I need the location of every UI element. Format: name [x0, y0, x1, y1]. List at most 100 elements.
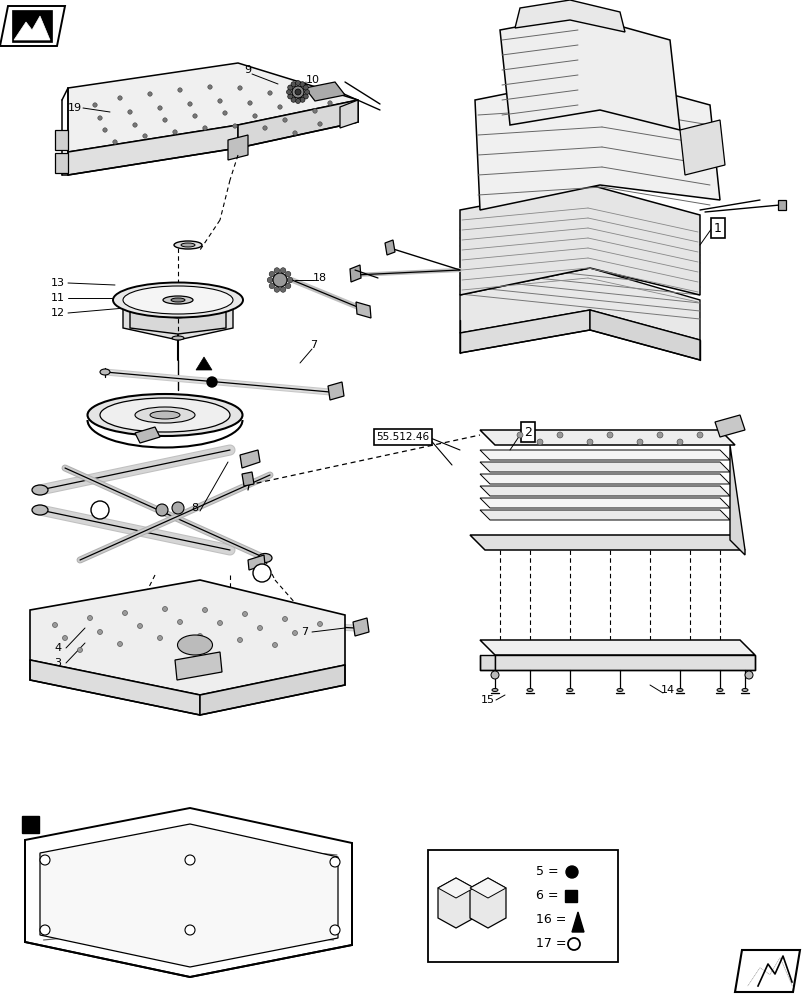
Circle shape: [287, 277, 293, 283]
Polygon shape: [729, 445, 744, 555]
Ellipse shape: [174, 241, 202, 249]
Circle shape: [178, 619, 182, 624]
Circle shape: [242, 611, 247, 616]
Circle shape: [237, 638, 242, 643]
Polygon shape: [437, 878, 474, 898]
Polygon shape: [340, 100, 358, 128]
Circle shape: [253, 564, 271, 582]
Circle shape: [556, 432, 562, 438]
Ellipse shape: [616, 688, 622, 692]
Circle shape: [282, 616, 287, 621]
Text: 55.512.46: 55.512.46: [376, 432, 429, 442]
Circle shape: [207, 377, 217, 387]
Text: 18: 18: [312, 273, 327, 283]
Circle shape: [303, 85, 308, 90]
Polygon shape: [305, 82, 345, 101]
Circle shape: [696, 432, 702, 438]
Polygon shape: [55, 153, 68, 173]
Polygon shape: [30, 580, 345, 695]
Circle shape: [676, 439, 682, 445]
Bar: [427, 850, 617, 962]
Circle shape: [143, 134, 147, 138]
Circle shape: [53, 622, 58, 628]
Circle shape: [491, 671, 499, 679]
Polygon shape: [68, 63, 358, 152]
Circle shape: [118, 96, 122, 100]
Circle shape: [295, 81, 300, 86]
Circle shape: [208, 85, 212, 89]
Text: KIT: KIT: [457, 906, 470, 915]
Text: 13: 13: [51, 278, 65, 288]
Circle shape: [267, 277, 272, 283]
Circle shape: [268, 271, 274, 277]
Polygon shape: [135, 427, 160, 443]
Circle shape: [148, 92, 152, 96]
Ellipse shape: [150, 411, 180, 419]
Circle shape: [156, 504, 168, 516]
Text: 16 =: 16 =: [535, 913, 569, 926]
Polygon shape: [470, 878, 505, 928]
Circle shape: [287, 85, 292, 90]
Circle shape: [247, 101, 252, 105]
Polygon shape: [40, 824, 337, 967]
Polygon shape: [68, 125, 238, 175]
Ellipse shape: [716, 688, 722, 692]
Ellipse shape: [526, 688, 532, 692]
Polygon shape: [238, 100, 358, 148]
Polygon shape: [130, 312, 225, 334]
Text: 12: 12: [51, 308, 65, 318]
Circle shape: [40, 855, 50, 865]
Circle shape: [328, 101, 332, 105]
Circle shape: [277, 105, 282, 109]
Polygon shape: [355, 302, 371, 318]
Text: 1: 1: [713, 222, 721, 234]
Polygon shape: [479, 640, 754, 655]
Circle shape: [607, 432, 612, 438]
Polygon shape: [479, 450, 729, 460]
Circle shape: [203, 126, 207, 130]
Polygon shape: [747, 958, 791, 986]
Circle shape: [292, 86, 303, 98]
Ellipse shape: [172, 336, 184, 340]
Circle shape: [636, 439, 642, 445]
Circle shape: [217, 99, 222, 103]
Polygon shape: [384, 240, 394, 255]
Circle shape: [178, 88, 182, 92]
Polygon shape: [460, 185, 699, 295]
Polygon shape: [200, 665, 345, 715]
Text: 10: 10: [306, 75, 320, 85]
Circle shape: [103, 128, 107, 132]
Ellipse shape: [258, 554, 272, 562]
Circle shape: [257, 626, 262, 631]
Circle shape: [292, 631, 297, 636]
Text: 8: 8: [191, 503, 199, 513]
Circle shape: [202, 607, 208, 612]
Circle shape: [197, 634, 202, 639]
Circle shape: [97, 116, 102, 120]
Text: 7: 7: [301, 627, 308, 637]
Polygon shape: [479, 462, 729, 472]
Circle shape: [162, 118, 167, 122]
Ellipse shape: [741, 688, 747, 692]
Text: 14: 14: [660, 685, 674, 695]
Polygon shape: [353, 618, 368, 636]
Circle shape: [317, 122, 322, 126]
Polygon shape: [470, 535, 744, 550]
Text: 11: 11: [51, 293, 65, 303]
Bar: [564, 890, 577, 902]
Text: 6 =: 6 =: [535, 889, 562, 902]
Circle shape: [272, 643, 277, 648]
Circle shape: [304, 90, 309, 95]
Polygon shape: [247, 555, 264, 570]
Circle shape: [185, 855, 195, 865]
Ellipse shape: [566, 688, 573, 692]
Ellipse shape: [113, 282, 242, 318]
Circle shape: [272, 273, 286, 287]
Polygon shape: [122, 308, 233, 340]
Circle shape: [185, 925, 195, 935]
Circle shape: [586, 439, 592, 445]
Circle shape: [127, 110, 132, 114]
Circle shape: [233, 124, 237, 128]
Text: 5 =: 5 =: [535, 865, 562, 878]
Polygon shape: [514, 0, 624, 32]
